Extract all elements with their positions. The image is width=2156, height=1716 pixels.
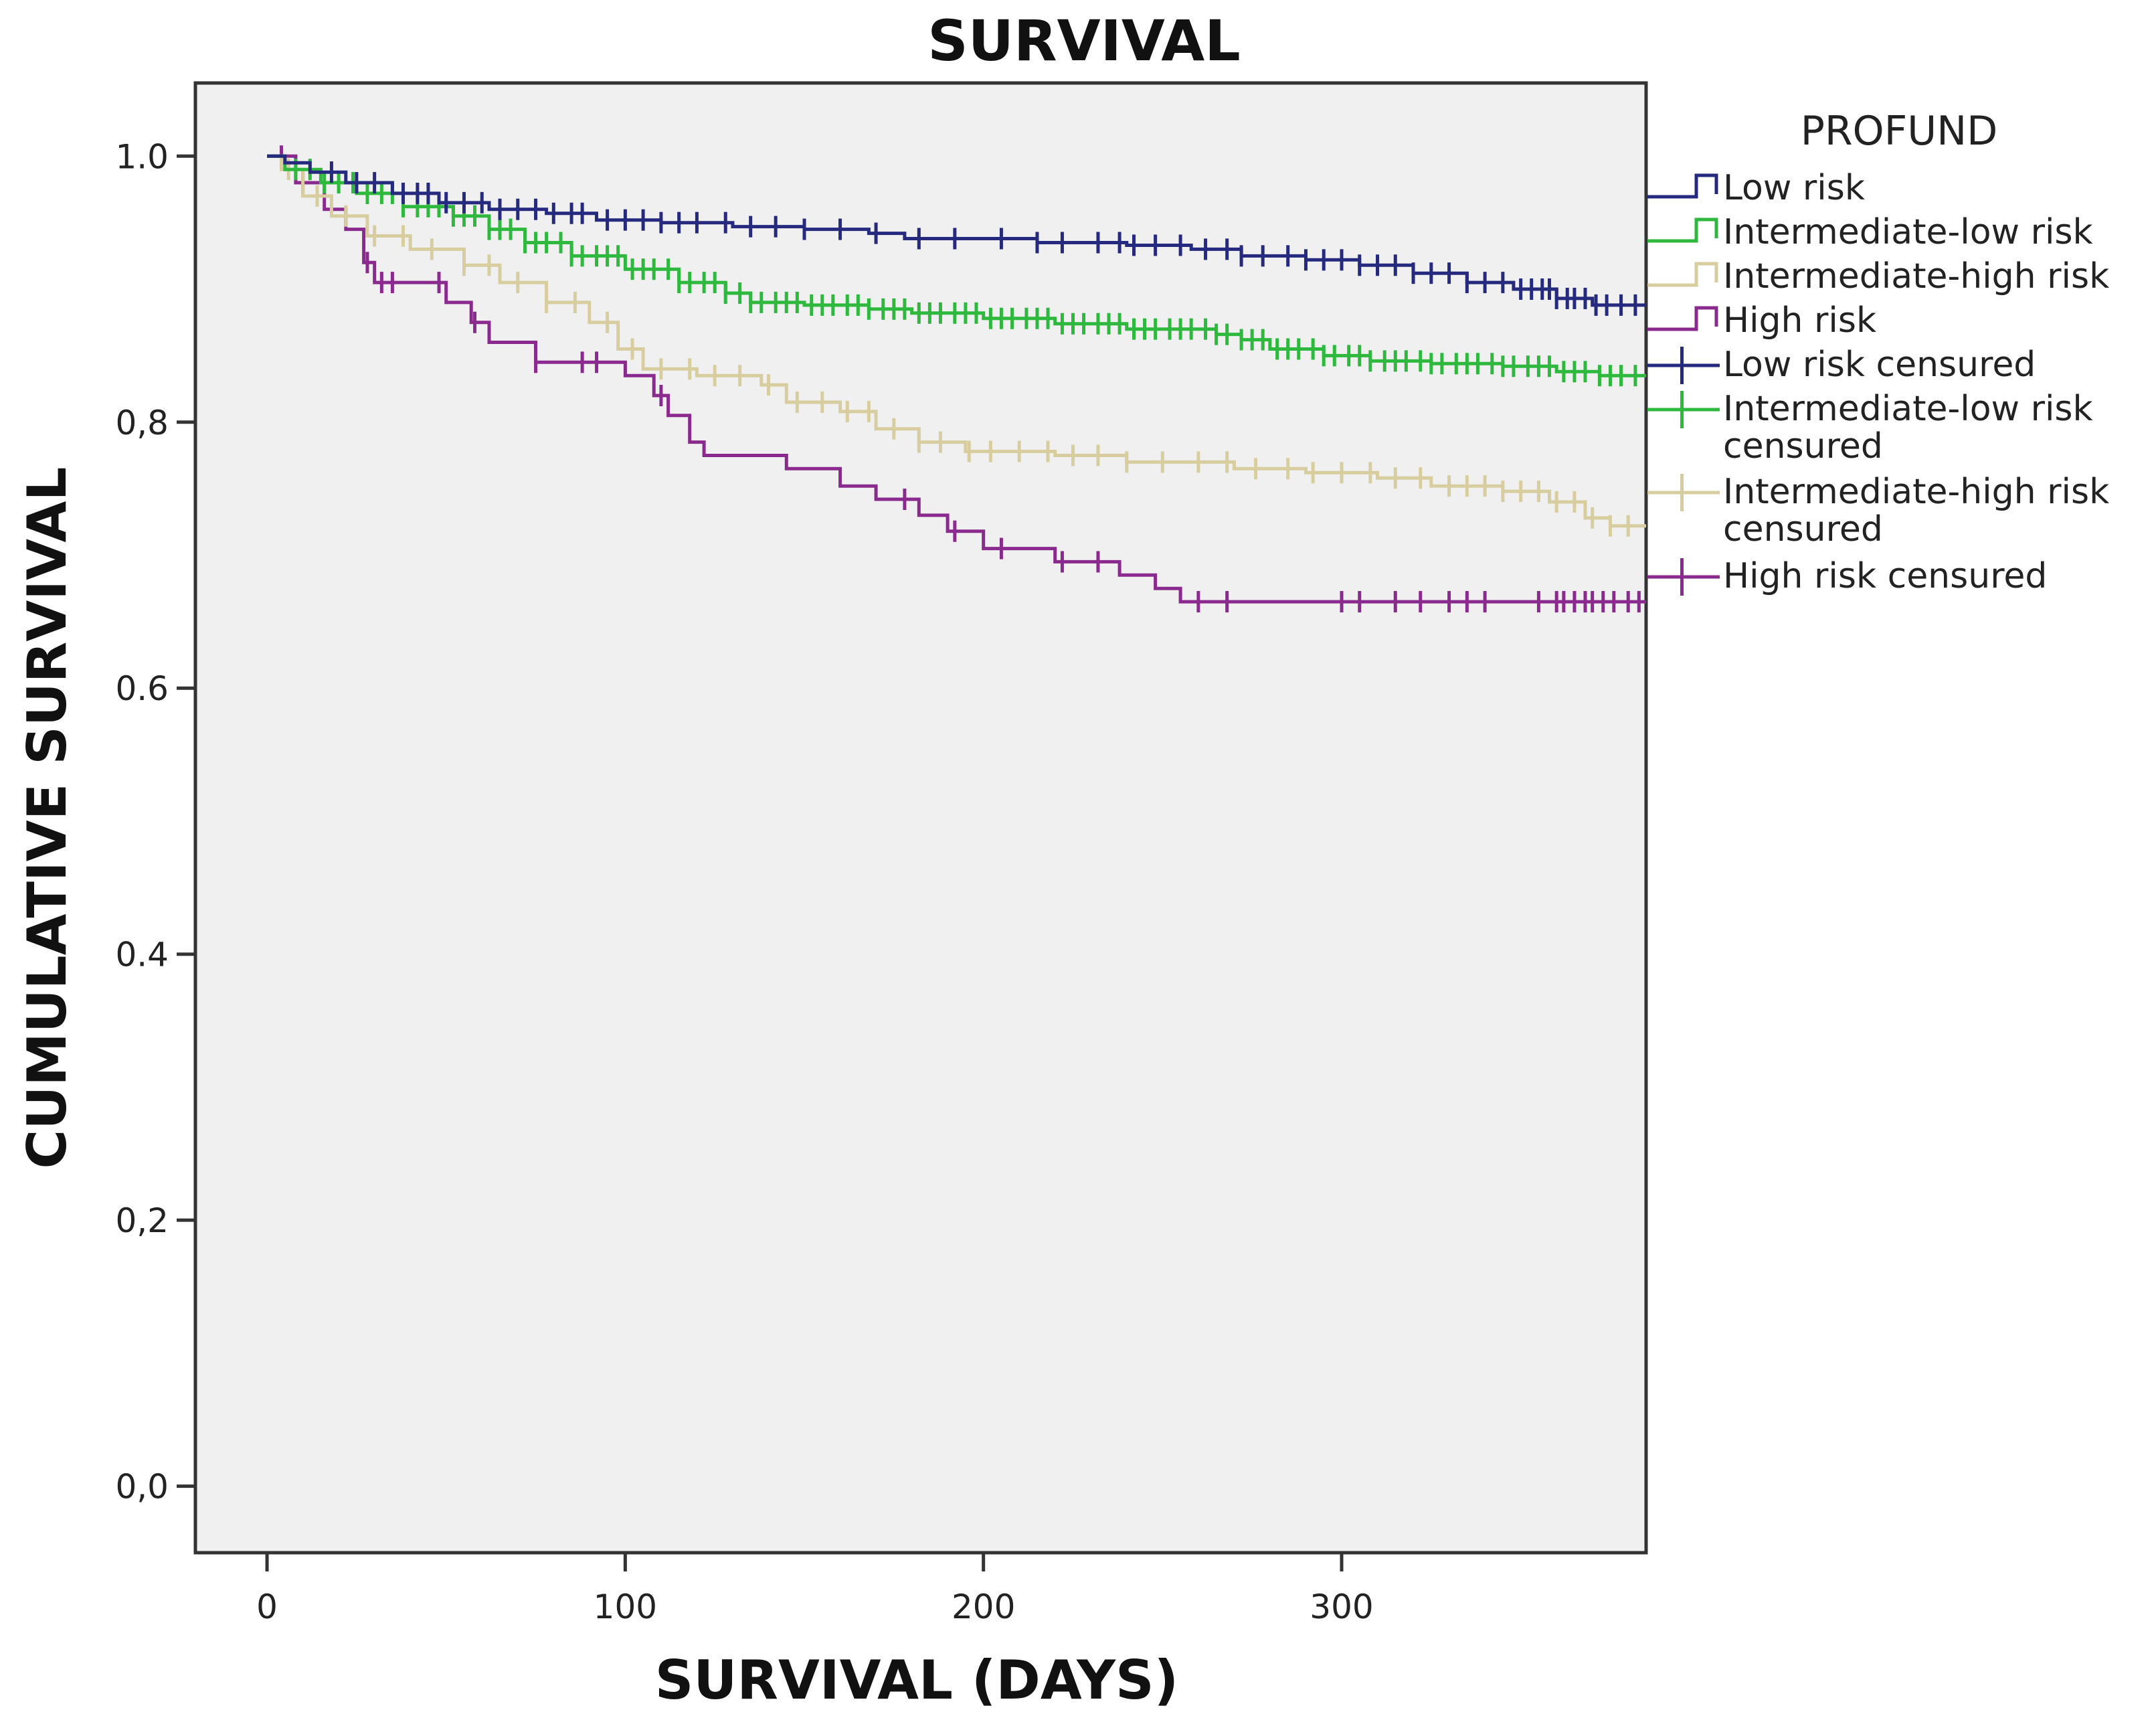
legend-item-censored: Low risk censured	[1647, 345, 2036, 385]
legend-item: Intermediate-low risk	[1647, 212, 2093, 252]
x-axis: 0 100 200 300	[256, 1553, 1374, 1626]
series-layer	[267, 145, 1646, 613]
legend-label-censored: High risk censured	[1723, 556, 2047, 596]
legend-item: Intermediate-high risk	[1647, 256, 2109, 296]
chart-title: SURVIVAL	[927, 8, 1241, 74]
legend-item: High risk	[1647, 301, 1876, 341]
legend-label: Low risk	[1723, 168, 1865, 208]
legend-step-symbol	[1647, 262, 1718, 287]
legend-label-censored: Low risk censured	[1723, 345, 2036, 385]
legend-step-symbol	[1647, 218, 1718, 243]
x-tick-label: 300	[1310, 1588, 1373, 1626]
y-tick-label: 0,0	[115, 1468, 169, 1507]
legend-item-censored: Intermediate-high risk censured	[1647, 472, 2109, 549]
km-line-intermediate-high-risk	[267, 154, 1646, 528]
legend-title: PROFUND	[1801, 108, 1998, 155]
y-tick-label: 0.6	[115, 669, 169, 708]
legend-label: Intermediate-high risk	[1723, 256, 2109, 296]
x-tick-label: 0	[256, 1588, 278, 1626]
legend-label-censored: Intermediate-high risk censured	[1723, 472, 2109, 549]
legend-step-symbol	[1647, 306, 1718, 331]
legend-item-censored: High risk censured	[1647, 556, 2047, 596]
plot-area	[193, 81, 1648, 1555]
series-low-risk	[267, 154, 1646, 316]
x-tick-label: 200	[952, 1588, 1015, 1626]
y-axis: 0,0 0,2 0.4 0.6 0,8 1.0	[115, 137, 195, 1507]
legend-label: High risk	[1723, 301, 1876, 341]
y-tick-label: 0,8	[115, 404, 169, 442]
x-axis-title: SURVIVAL (DAYS)	[655, 1649, 1178, 1711]
series-intermediate-high-risk	[267, 154, 1646, 537]
legend-item: Low risk	[1647, 168, 1865, 208]
legend-label-censored: Intermediate-low risk censured	[1723, 389, 2093, 466]
legend-step-symbol	[1647, 173, 1718, 199]
y-tick-label: 0.4	[115, 936, 169, 974]
x-tick-label: 100	[594, 1588, 657, 1626]
y-tick-label: 0,2	[115, 1201, 169, 1240]
legend-item-censored: Intermediate-low risk censured	[1647, 389, 2093, 466]
series-intermediate-low-risk	[267, 154, 1646, 387]
y-tick-label: 1.0	[115, 137, 169, 176]
y-axis-title: CUMULATIVE SURVIVAL	[16, 467, 78, 1169]
legend-label: Intermediate-low risk	[1723, 212, 2093, 252]
